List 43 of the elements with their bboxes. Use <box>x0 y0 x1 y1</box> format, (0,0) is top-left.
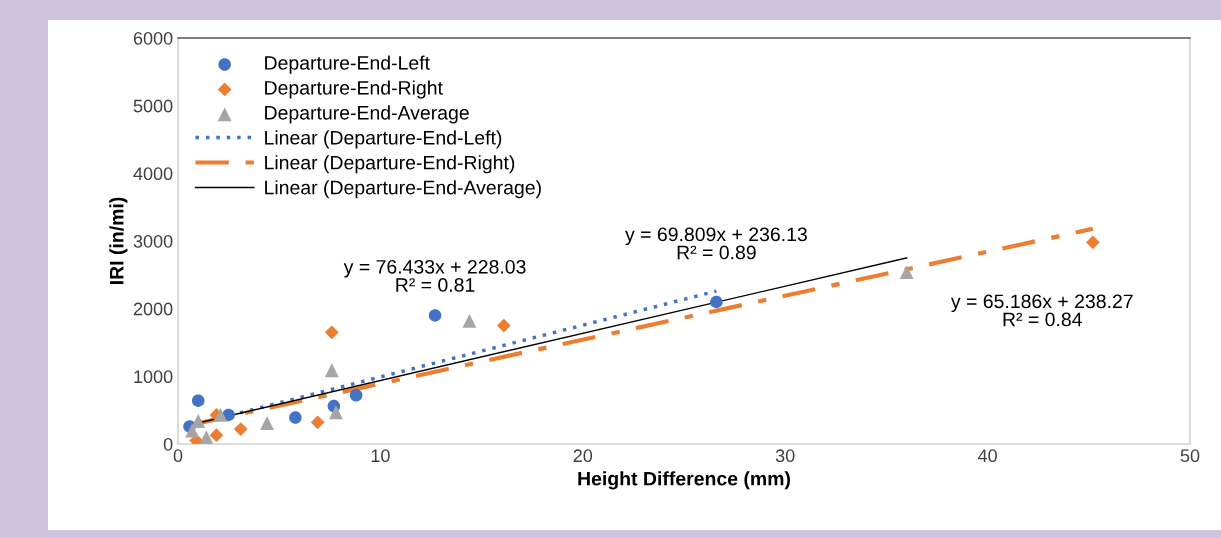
legend-label: Linear (Departure-End-Left) <box>265 130 502 149</box>
point <box>462 313 477 328</box>
point <box>899 265 914 280</box>
point <box>328 405 343 420</box>
annotation: y = 76.433x + 228.03 R² = 0.81 <box>343 259 526 292</box>
point <box>349 389 363 402</box>
legend-label: Linear (Departure-End-Right) <box>265 155 515 174</box>
point <box>1085 235 1100 250</box>
y-tick-label: 0 <box>163 437 173 451</box>
y-tick-label: 5000 <box>133 99 173 113</box>
y-axis-title: IRI (in/mi) <box>109 197 128 284</box>
point <box>213 407 228 422</box>
x-tick-label: 30 <box>775 449 795 463</box>
point <box>233 422 248 436</box>
x-tick-label: 0 <box>173 449 183 463</box>
point <box>324 363 339 378</box>
point <box>324 325 339 340</box>
annotation: y = 65.186x + 238.27 R² = 0.84 <box>950 294 1133 327</box>
point <box>289 411 302 424</box>
x-tick-label: 10 <box>371 449 390 463</box>
point <box>710 295 723 309</box>
point <box>428 309 442 322</box>
point <box>310 415 325 430</box>
y-tick-label: 2000 <box>133 302 173 316</box>
x-tick-label: 50 <box>1180 449 1200 463</box>
y-tick-label: 3000 <box>133 234 173 248</box>
x-tick-label: 20 <box>573 449 593 463</box>
point <box>199 430 214 444</box>
x-tick-label: 40 <box>977 449 997 463</box>
legend-label: Departure-End-Right <box>265 80 443 99</box>
point <box>191 414 206 428</box>
legend-label: Departure-End-Left <box>265 55 430 74</box>
legend-label: Linear (Departure-End-Average) <box>265 180 541 199</box>
y-tick-label: 4000 <box>133 167 173 181</box>
point <box>191 394 205 407</box>
legend-label: Departure-End-Average <box>265 105 469 124</box>
y-tick-label: 1000 <box>134 370 173 384</box>
point <box>496 318 511 333</box>
point <box>260 416 274 430</box>
annotation: y = 69.809x + 236.13 R² = 0.89 <box>625 227 807 260</box>
x-axis-title: Height Difference (mm) <box>578 471 790 490</box>
y-tick-label: 6000 <box>133 31 173 45</box>
point <box>209 428 224 443</box>
